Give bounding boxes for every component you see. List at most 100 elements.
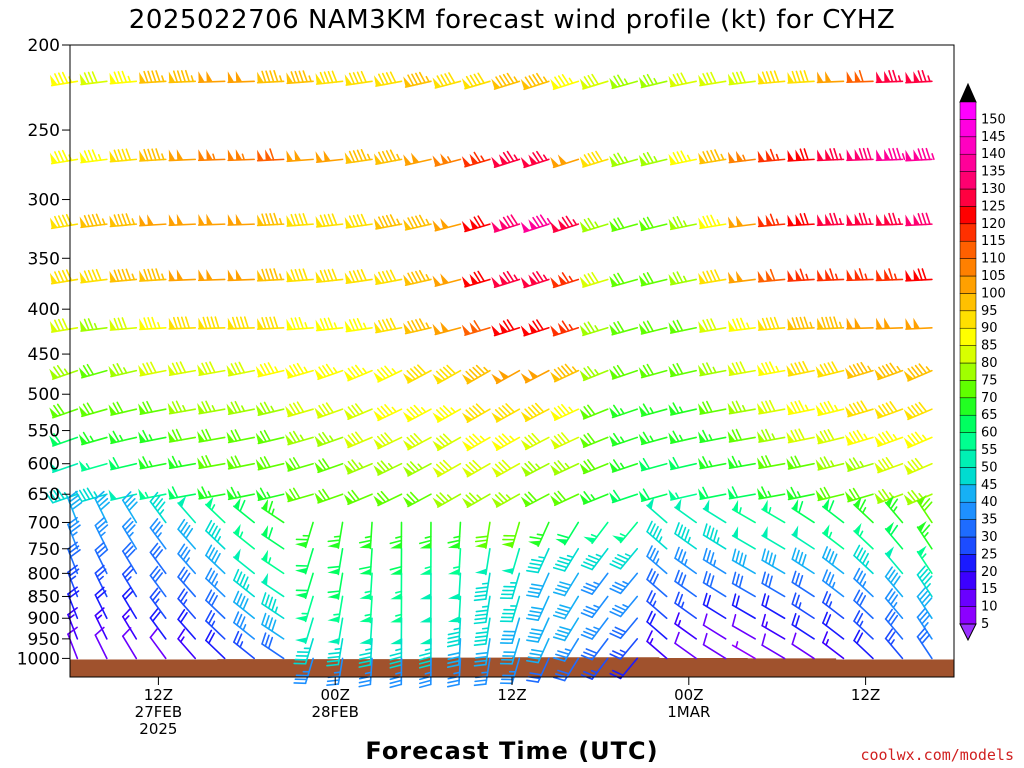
- wind-barb: [668, 456, 697, 471]
- wind-barb: [233, 497, 255, 524]
- wind-barb: [846, 69, 874, 84]
- wind-barb: [293, 638, 314, 665]
- wind-barb: [786, 486, 815, 501]
- wind-barb: [579, 150, 609, 168]
- wind-barb: [122, 565, 138, 598]
- wind-barb: [609, 217, 639, 232]
- wind-barb: [138, 400, 167, 416]
- wind-barb: [638, 457, 668, 472]
- colorbar-under-arrow: [959, 623, 977, 642]
- wind-barb: [432, 492, 462, 508]
- wind-barb: [846, 147, 874, 162]
- wind-barb: [256, 268, 285, 282]
- wind-barb: [197, 428, 226, 443]
- wind-barb: [473, 638, 491, 667]
- wind-barb: [138, 488, 167, 501]
- wind-barb: [884, 521, 904, 550]
- wind-barb: [674, 569, 697, 598]
- wind-barb: [233, 630, 255, 660]
- colorbar-swatch: [959, 536, 977, 555]
- wind-barb: [205, 496, 226, 524]
- wind-barb: [226, 486, 255, 501]
- wind-barb: [168, 69, 197, 84]
- wind-barb: [609, 572, 639, 595]
- wind-barb: [227, 213, 255, 226]
- wind-barb: [75, 487, 108, 503]
- wind-barb: [609, 152, 639, 168]
- wind-barb: [197, 269, 226, 282]
- wind-barb: [786, 400, 815, 416]
- x-tick-label: 12Z: [497, 686, 526, 704]
- wind-barb: [295, 547, 314, 575]
- colorbar-swatch: [959, 310, 977, 329]
- y-tick-label: 600: [28, 455, 60, 475]
- colorbar-tick-label: 110: [981, 252, 1006, 267]
- wind-barb: [49, 461, 79, 474]
- wind-barb: [419, 595, 432, 624]
- wind-barb: [122, 491, 138, 524]
- colorbar-over-arrow: [959, 82, 977, 103]
- wind-barb: [580, 595, 609, 619]
- wind-barb: [787, 268, 815, 282]
- wind-barb: [256, 316, 285, 330]
- wind-barb: [491, 492, 521, 508]
- wind-barb: [550, 215, 580, 233]
- wind-barb: [286, 149, 314, 163]
- wind-barb: [286, 70, 314, 85]
- colorbar-tick-label: 50: [981, 460, 998, 475]
- wind-barb: [390, 595, 403, 624]
- wind-barb: [875, 147, 906, 162]
- wind-barb: [256, 212, 285, 227]
- y-tick-label: 350: [28, 249, 60, 269]
- credit-text[interactable]: coolwx.com/models: [860, 746, 1014, 764]
- wind-barb: [727, 215, 756, 229]
- wind-barb: [79, 71, 108, 86]
- wind-barb: [261, 498, 285, 524]
- wind-barb: [285, 430, 314, 446]
- y-tick-label: 650: [28, 485, 60, 505]
- wind-barb: [197, 455, 226, 470]
- wind-barbs: [45, 69, 935, 689]
- colorbar-tick-label: 85: [981, 339, 998, 354]
- wind-barb: [122, 607, 138, 640]
- wind-barb: [903, 431, 933, 449]
- wind-barb: [473, 617, 491, 646]
- wind-barb: [822, 631, 845, 660]
- wind-barb: [227, 149, 255, 162]
- wind-barb: [233, 568, 255, 598]
- wind-barb: [167, 400, 197, 415]
- wind-barb: [853, 522, 874, 550]
- wind-barb: [359, 595, 373, 624]
- colorbar-swatch: [959, 484, 977, 503]
- wind-barb: [344, 148, 373, 164]
- x-tick-label: 12Z: [851, 686, 880, 704]
- wind-barb: [761, 526, 786, 550]
- wind-barb: [499, 595, 521, 623]
- wind-barb: [315, 70, 344, 85]
- wind-barb: [638, 488, 668, 502]
- wind-barb: [905, 212, 933, 227]
- wind-barb: [526, 657, 550, 683]
- colorbar-tick-label: 150: [981, 112, 1006, 127]
- colorbar-tick-label: 100: [981, 286, 1006, 301]
- wind-barb: [49, 149, 79, 165]
- wind-barb: [256, 70, 285, 84]
- wind-barb: [49, 318, 79, 333]
- wind-barb: [358, 547, 373, 576]
- wind-barb: [205, 629, 226, 660]
- wind-barb: [727, 317, 756, 332]
- wind-barb: [168, 316, 197, 330]
- wind-barb: [286, 316, 314, 331]
- y-tick-label: 500: [28, 385, 60, 405]
- wind-barb: [344, 213, 373, 229]
- wind-barb: [78, 460, 108, 472]
- wind-barb: [846, 212, 874, 226]
- wind-barb: [550, 154, 580, 169]
- wind-barb: [373, 317, 403, 334]
- wind-barb: [177, 518, 197, 550]
- wind-barb: [177, 543, 197, 575]
- wind-barb: [761, 548, 786, 575]
- wind-barb: [786, 428, 815, 444]
